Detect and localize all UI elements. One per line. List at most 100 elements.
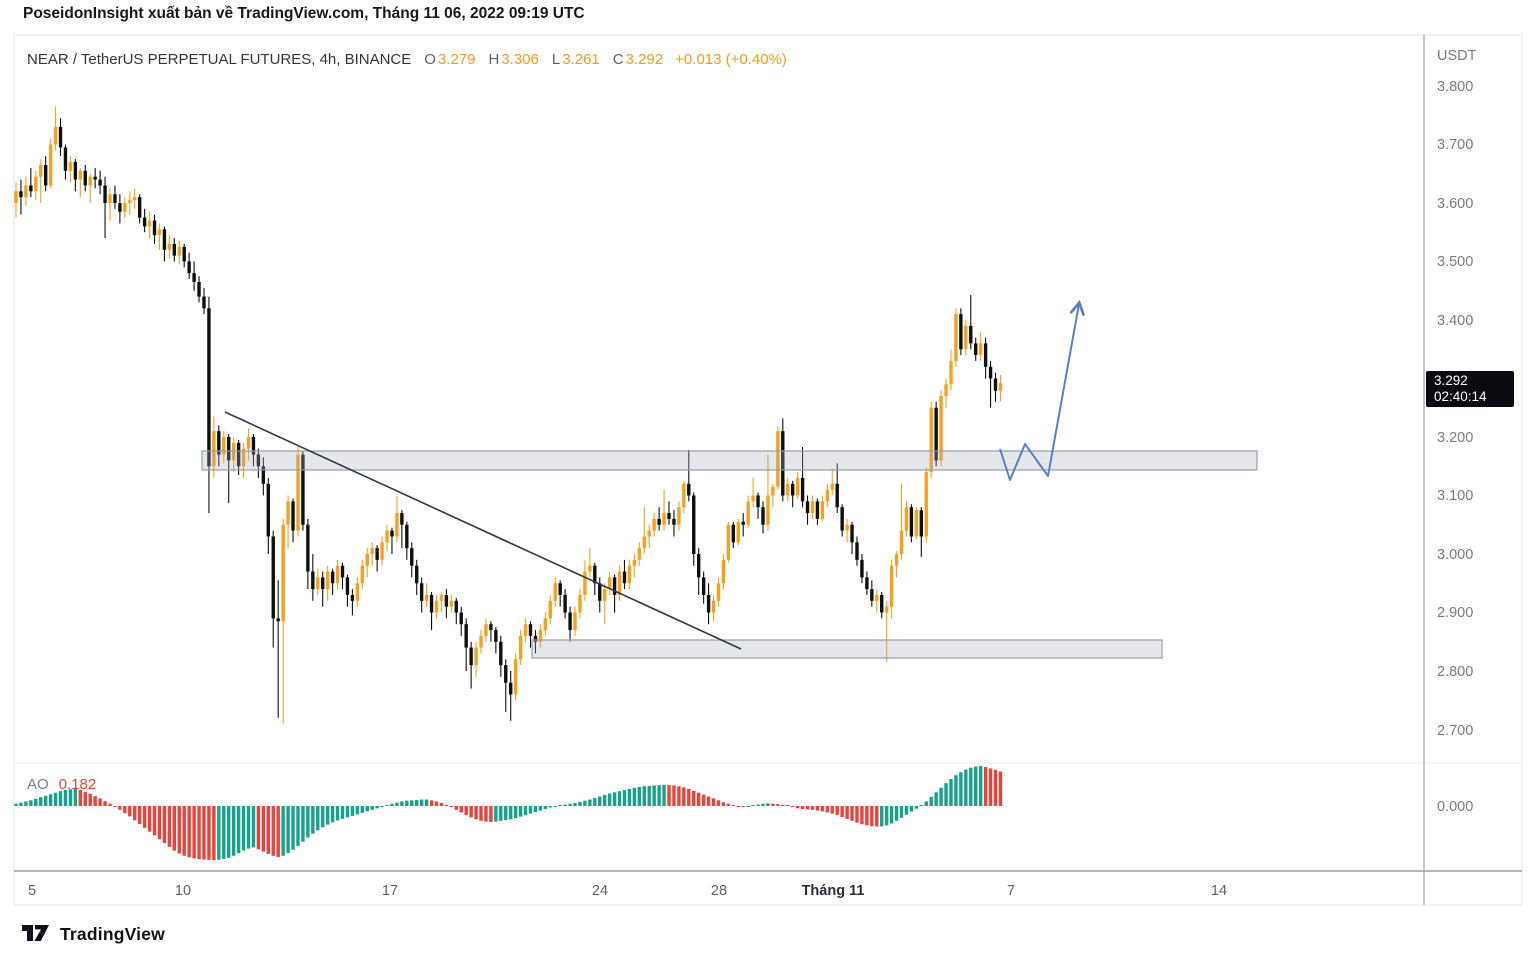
candle-body	[405, 524, 409, 549]
zigzag-arrow[interactable]	[999, 299, 1086, 481]
zone-rectangle[interactable]	[201, 450, 1258, 471]
candle-body	[696, 554, 701, 578]
ao-bar	[123, 806, 127, 814]
ao-bar	[494, 806, 498, 822]
ao-bar	[271, 806, 275, 856]
ao-bar	[113, 806, 117, 807]
ao-bar	[464, 806, 468, 816]
ao-bar	[964, 769, 968, 806]
ao-bar	[568, 803, 572, 806]
candle-body	[271, 536, 275, 619]
ao-bar	[721, 802, 726, 806]
ao-bar	[959, 772, 963, 806]
ao-bar	[598, 796, 602, 806]
ao-bar	[988, 768, 993, 806]
candlestick-series[interactable]	[14, 106, 1003, 724]
ao-bar	[499, 806, 503, 821]
ao-bar	[291, 806, 295, 850]
candle-body	[528, 624, 533, 636]
candle-body	[236, 442, 241, 467]
candle-body	[464, 624, 468, 648]
trendline[interactable]	[224, 411, 742, 650]
ao-bar	[118, 806, 122, 810]
candle-body	[251, 437, 256, 455]
candle-body	[548, 600, 552, 619]
ao-bar	[434, 801, 439, 806]
candle-body	[776, 431, 780, 487]
support-resistance-zones[interactable]	[201, 450, 1258, 659]
price-tick-label: 3.200	[1437, 430, 1473, 446]
candle-body	[162, 229, 167, 250]
candle-body	[380, 542, 384, 560]
ao-bar	[513, 806, 518, 819]
time-axis-labels[interactable]: 5 10 17 24 28 Tháng 11 7 14	[28, 883, 1227, 899]
ao-bar	[335, 806, 340, 821]
ao-bar	[998, 771, 1003, 806]
ao-bar	[63, 790, 68, 806]
candle-body	[479, 635, 483, 648]
time-tick-label: Tháng 11	[802, 883, 865, 899]
ao-bar	[157, 806, 162, 840]
price-axis-labels[interactable]: 3.800 3.700 3.600 3.500 3.400 3.200 3.100 3.000…	[1437, 79, 1473, 815]
ao-bar	[528, 806, 533, 814]
candle-body	[756, 495, 760, 508]
candle-body	[766, 495, 770, 525]
candle-body	[137, 197, 142, 218]
ao-bar	[217, 806, 221, 860]
descending-trendline[interactable]	[224, 411, 742, 650]
candle-body	[335, 565, 340, 584]
ao-bar	[246, 806, 251, 849]
ao-bar	[588, 799, 592, 806]
candle-body	[746, 501, 750, 525]
candle-body	[998, 383, 1003, 391]
candle-body	[291, 501, 295, 531]
candle-body	[810, 501, 815, 514]
candle-body	[939, 396, 943, 461]
tradingview-attribution[interactable]: TradingView	[21, 922, 165, 946]
ao-bar	[518, 806, 523, 817]
ao-bar	[231, 806, 236, 856]
candle-body	[321, 577, 325, 590]
ao-bar	[142, 806, 147, 828]
ao-bar	[454, 806, 458, 810]
price-tick-label: 3.600	[1437, 196, 1473, 212]
ao-bar	[355, 806, 360, 815]
zone-rectangle[interactable]	[531, 639, 1163, 659]
candle-body	[415, 565, 419, 584]
ao-bar	[474, 806, 478, 820]
candle-body	[889, 565, 894, 607]
candle-body	[855, 542, 859, 560]
ao-bar	[672, 785, 676, 806]
ao-bar	[652, 785, 656, 806]
candle-body	[761, 507, 765, 525]
candle-body	[118, 203, 122, 212]
ao-bar	[746, 806, 750, 807]
candle-body	[212, 431, 216, 467]
candle-body	[593, 565, 597, 584]
candle-body	[24, 185, 28, 198]
ao-histogram[interactable]	[14, 766, 1003, 861]
ao-bar	[410, 800, 414, 806]
ao-bar	[538, 806, 543, 811]
ao-bar	[424, 799, 429, 806]
ao-bar	[696, 792, 701, 806]
candle-body	[993, 378, 998, 391]
ao-bar	[137, 806, 142, 825]
candle-body	[123, 203, 127, 212]
ao-bar	[622, 790, 627, 806]
ao-bar	[880, 806, 884, 827]
open-value: 3.279	[437, 51, 476, 68]
ao-bar	[687, 788, 691, 806]
candle-body	[499, 641, 503, 666]
ao-bar	[701, 794, 706, 806]
ao-bar	[261, 806, 266, 852]
projection-arrow[interactable]	[999, 299, 1086, 481]
ao-bar	[360, 806, 364, 813]
candle-body	[410, 548, 414, 566]
candle-body	[68, 162, 73, 171]
ao-zero-label: 0.000	[1437, 799, 1473, 815]
ao-bar	[766, 803, 770, 806]
ao-bar	[484, 806, 488, 822]
